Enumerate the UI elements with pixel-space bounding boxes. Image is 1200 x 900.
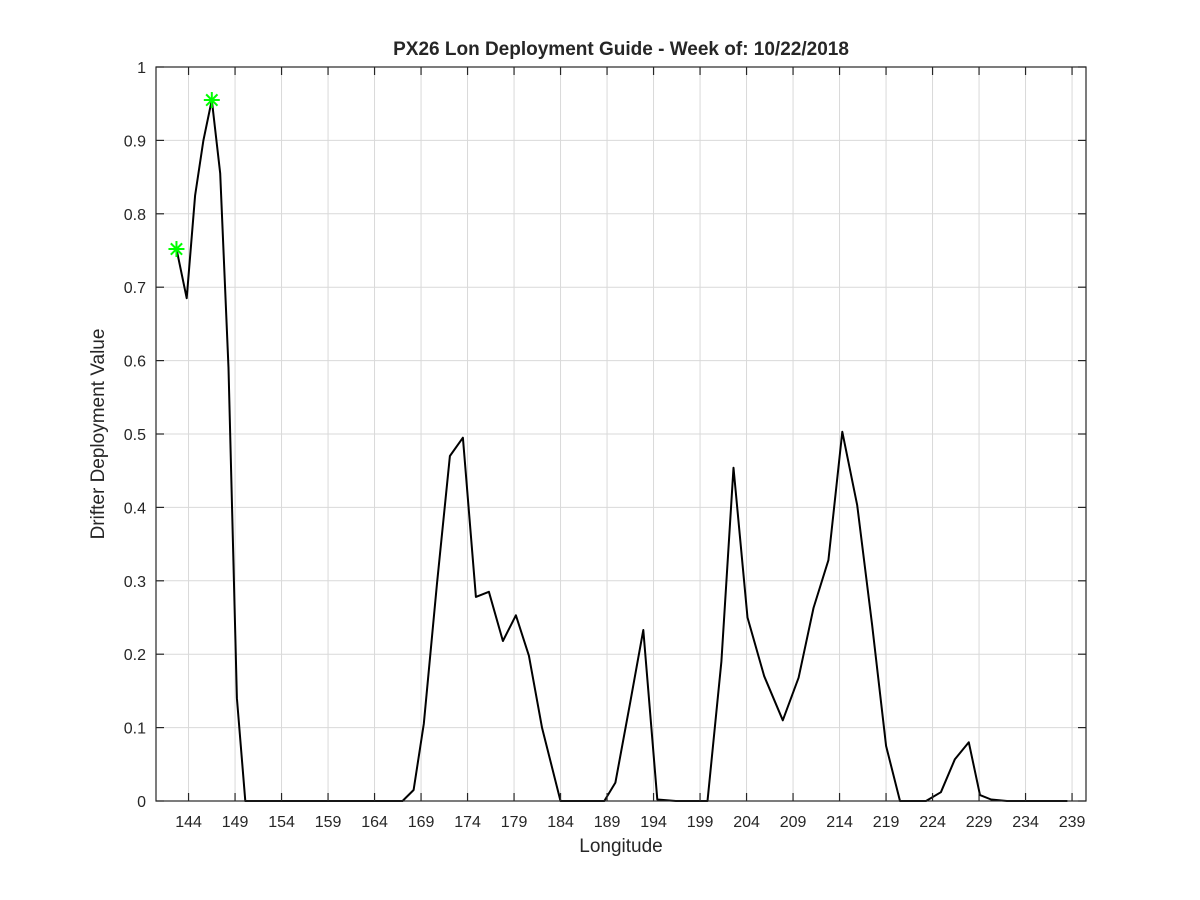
y-tick-label: 0.3	[124, 574, 146, 591]
tick-layer	[156, 66, 1086, 802]
x-tick-label: 154	[268, 814, 295, 831]
x-tick-label: 219	[873, 814, 900, 831]
x-tick-label: 189	[594, 814, 621, 831]
y-tick-label: 0.7	[124, 280, 146, 297]
y-tick-label: 0.4	[124, 500, 146, 517]
x-tick-label: 184	[547, 814, 574, 831]
x-tick-label: 144	[175, 814, 202, 831]
x-tick-label: 214	[826, 814, 853, 831]
y-tick-label: 0	[137, 794, 146, 811]
x-axis-label: Longitude	[579, 836, 662, 857]
y-tick-label: 1	[137, 60, 146, 77]
x-tick-label: 239	[1059, 814, 1086, 831]
marker-stroke	[170, 242, 183, 256]
x-tick-label: 234	[1012, 814, 1039, 831]
x-tick-label: 204	[733, 814, 760, 831]
x-tick-label: 159	[315, 814, 342, 831]
x-tick-label: 179	[501, 814, 528, 831]
x-tick-label: 149	[222, 814, 249, 831]
x-tick-label: 209	[780, 814, 807, 831]
x-tick-label: 224	[919, 814, 946, 831]
y-tick-label: 0.5	[124, 427, 146, 444]
x-tick-label: 194	[640, 814, 667, 831]
highlight-marker	[168, 241, 185, 258]
x-tick-label: 174	[454, 814, 481, 831]
x-tick-label: 229	[966, 814, 993, 831]
x-tick-label: 164	[361, 814, 388, 831]
marker-stroke	[205, 93, 219, 107]
tick-label-layer: 144 149 154 159 164 169 174 179 184 189 194 199 204 2…	[124, 60, 1086, 831]
y-tick-label: 0.2	[124, 647, 146, 664]
y-tick-label: 0.1	[124, 721, 146, 738]
y-tick-label: 0.6	[124, 354, 146, 371]
y-tick-label: 0.9	[124, 133, 146, 150]
x-tick-label: 199	[687, 814, 714, 831]
chart-title: PX26 Lon Deployment Guide - Week of: 10/…	[393, 39, 849, 60]
marker-layer	[168, 92, 220, 258]
y-tick-label: 0.8	[124, 207, 146, 224]
x-tick-label: 169	[408, 814, 435, 831]
highlight-marker	[203, 92, 220, 109]
y-axis-label: Drifter Deployment Value	[88, 329, 109, 540]
